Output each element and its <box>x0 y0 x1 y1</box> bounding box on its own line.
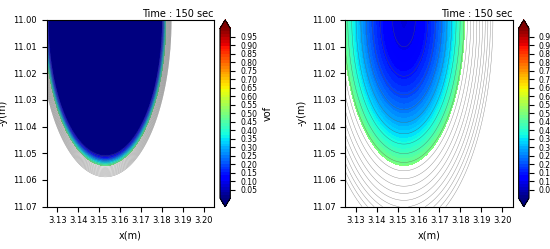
Y-axis label: -y(m): -y(m) <box>0 100 8 126</box>
Text: Time : 150 sec: Time : 150 sec <box>142 9 214 19</box>
PathPatch shape <box>519 198 529 207</box>
PathPatch shape <box>519 20 529 28</box>
Text: Time : 150 sec: Time : 150 sec <box>441 9 513 19</box>
X-axis label: x(m): x(m) <box>417 231 441 241</box>
Y-axis label: vof: vof <box>262 106 273 121</box>
X-axis label: x(m): x(m) <box>119 231 142 241</box>
PathPatch shape <box>220 198 230 207</box>
Y-axis label: -y(m): -y(m) <box>296 100 306 126</box>
PathPatch shape <box>220 20 230 28</box>
